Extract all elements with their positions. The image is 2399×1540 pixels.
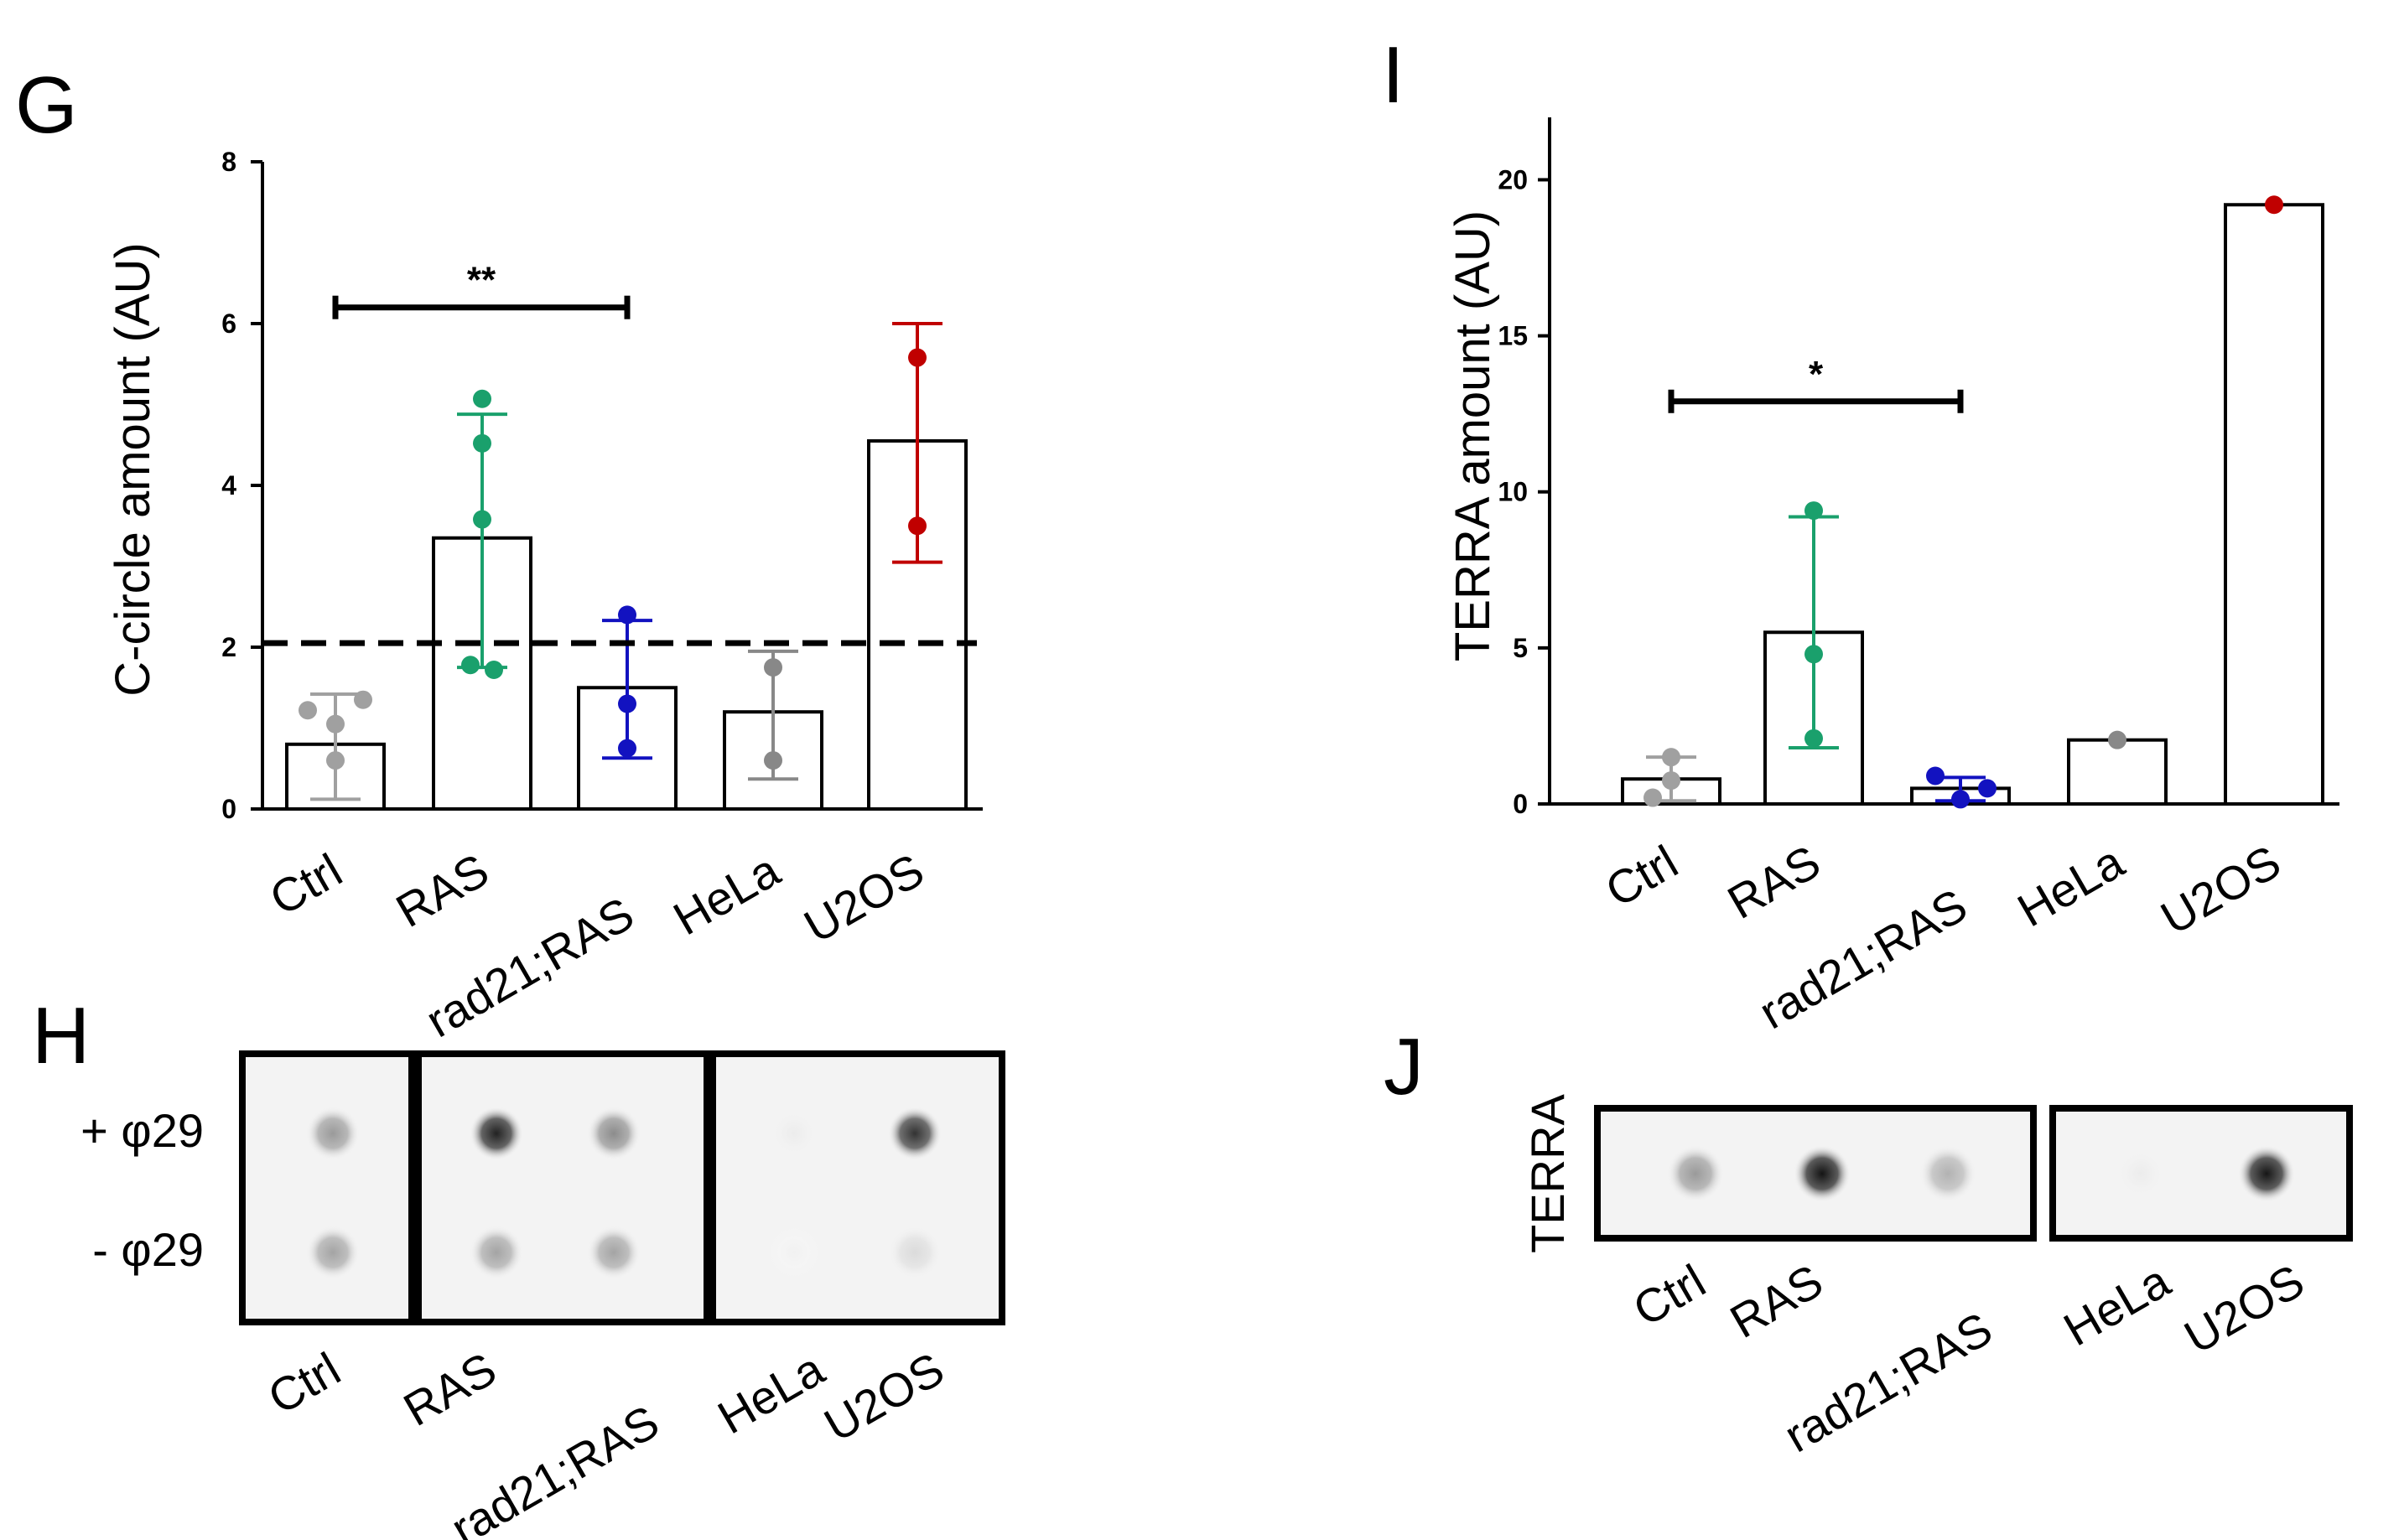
panel-letter-j: J	[1384, 1022, 1424, 1112]
x-tick-label: HeLa	[665, 843, 789, 945]
x-tick-label: Ctrl	[1597, 835, 1686, 917]
data-point	[2108, 730, 2126, 749]
significance-label: **	[467, 260, 496, 301]
data-point	[764, 751, 782, 770]
y-tick-label: 2	[221, 632, 236, 662]
data-point	[618, 694, 636, 713]
row-label-plus: + φ29	[80, 1104, 204, 1157]
blot-frame	[709, 1050, 1005, 1325]
data-point	[461, 656, 480, 675]
data-point	[1926, 766, 1945, 786]
blot-spot	[767, 1226, 821, 1279]
y-tick-label: 6	[221, 309, 236, 339]
data-point	[354, 690, 372, 709]
data-point	[1804, 729, 1823, 748]
blot-frame	[2049, 1105, 2353, 1242]
blot-spot	[2112, 1145, 2169, 1202]
blot-lane-label: rad21;RAS	[442, 1395, 667, 1540]
data-point	[618, 605, 636, 625]
row-label-minus: - φ29	[92, 1223, 204, 1276]
bar-U2OS	[2224, 203, 2324, 806]
x-tick-label: RAS	[1719, 835, 1829, 929]
x-tick-label: HeLa	[2009, 834, 2133, 936]
x-tick-label: RAS	[387, 843, 497, 937]
data-point	[326, 714, 345, 734]
data-point	[299, 701, 317, 720]
data-point	[1951, 790, 1970, 809]
blot-spot	[888, 1107, 942, 1160]
panel-letter-g: G	[15, 60, 78, 150]
blot-lane-label: HeLa	[2055, 1253, 2179, 1356]
y-tick-label: 0	[221, 794, 236, 824]
blot-spot	[470, 1107, 523, 1160]
y-tick-label: 5	[1513, 633, 1528, 663]
blot-lane-label: rad21;RAS	[1775, 1302, 2001, 1463]
y-axis-title: TERRA amount (AU)	[1446, 210, 1500, 661]
blot-lane-label: RAS	[1721, 1254, 1831, 1348]
blot-lane-label: U2OS	[815, 1342, 953, 1452]
data-point	[326, 751, 345, 770]
row-label-terra: TERRA	[1521, 1093, 1574, 1252]
blot-spot	[306, 1226, 360, 1279]
y-axis-title: C-circle amount (AU)	[106, 242, 160, 696]
data-point	[1662, 771, 1680, 791]
blot-lane-label: HeLa	[709, 1341, 833, 1444]
y-tick-label: 20	[1498, 164, 1528, 194]
y-tick-label: 0	[1513, 789, 1528, 819]
blot-frame	[239, 1050, 415, 1325]
data-point	[2265, 195, 2283, 215]
blot-spot	[587, 1107, 641, 1160]
data-point	[1804, 645, 1823, 664]
x-tick-label: U2OS	[795, 843, 932, 953]
data-point	[764, 658, 782, 677]
y-tick-label: 10	[1498, 477, 1528, 507]
bar-HeLa	[2067, 738, 2168, 806]
data-point	[473, 433, 491, 453]
blot-lane-label: U2OS	[2175, 1254, 2313, 1364]
y-tick-label: 8	[221, 147, 236, 177]
data-point	[473, 389, 491, 408]
significance-label: *	[1809, 354, 1824, 395]
blot-spot	[1919, 1145, 1976, 1202]
blot-spot	[470, 1226, 523, 1279]
blot-spot	[1794, 1145, 1851, 1202]
blot-lane-label: RAS	[395, 1342, 505, 1436]
blot-lane-label: Ctrl	[259, 1342, 349, 1424]
blot-spot	[2238, 1145, 2295, 1202]
data-point	[473, 510, 491, 529]
blot-lane-label: Ctrl	[1624, 1254, 1714, 1336]
panel-letter-h: H	[32, 991, 90, 1081]
y-tick-label: 15	[1498, 321, 1528, 351]
blot-frame	[415, 1050, 710, 1325]
blot-spot	[306, 1107, 360, 1160]
x-tick-label: U2OS	[2152, 835, 2289, 945]
blot-spot	[587, 1226, 641, 1279]
data-point	[1662, 748, 1680, 767]
panel-letter-i: I	[1382, 30, 1405, 120]
blot-spot	[888, 1226, 942, 1279]
blot-spot	[1667, 1145, 1724, 1202]
blot-spot	[767, 1107, 821, 1160]
data-point	[1978, 779, 1997, 798]
data-point	[908, 348, 927, 367]
y-tick-label: 4	[221, 470, 236, 500]
data-point	[485, 661, 503, 680]
data-point	[908, 516, 927, 536]
data-point	[1804, 501, 1823, 521]
x-tick-label: Ctrl	[261, 843, 351, 926]
data-point	[1643, 788, 1662, 807]
data-point	[618, 739, 636, 758]
